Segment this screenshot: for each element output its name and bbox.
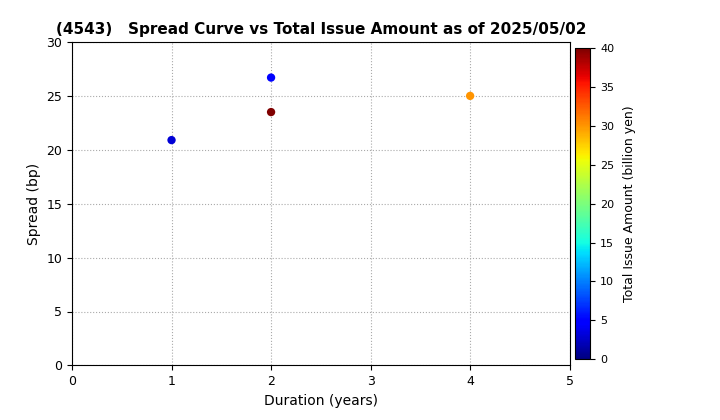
- Point: [265, 74, 276, 81]
- Point: [166, 137, 177, 144]
- Point: [464, 92, 476, 99]
- Title: (4543)   Spread Curve vs Total Issue Amount as of 2025/05/02: (4543) Spread Curve vs Total Issue Amoun…: [55, 22, 586, 37]
- Y-axis label: Spread (bp): Spread (bp): [27, 163, 41, 245]
- X-axis label: Duration (years): Duration (years): [264, 394, 378, 408]
- Y-axis label: Total Issue Amount (billion yen): Total Issue Amount (billion yen): [623, 105, 636, 302]
- Point: [265, 109, 276, 116]
